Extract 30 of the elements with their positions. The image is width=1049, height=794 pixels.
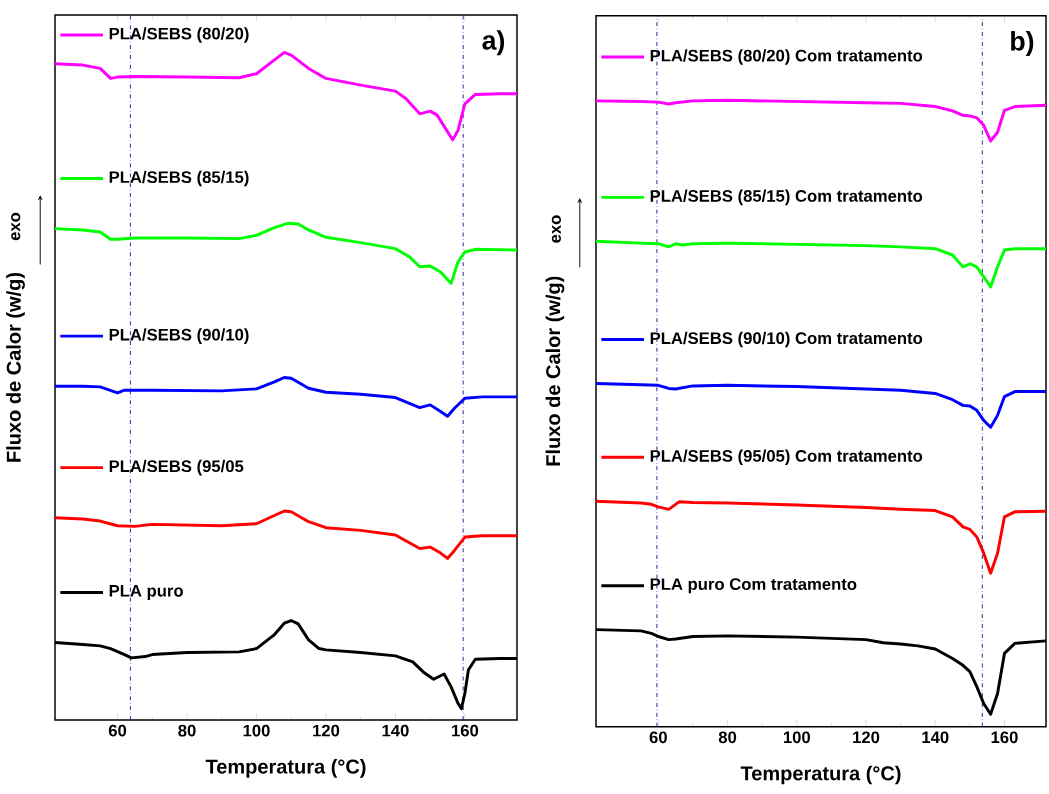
text: b) [1011,31,1034,56]
legend-label: PLA/SEBS (95/05) Com tratamento [650,449,923,466]
x-tick-label: 120 [853,731,880,744]
legend-label: PLA/SEBS (85/15) Com tratamento [650,189,923,206]
legend-label: PLA/SEBS (85/15) [109,170,249,187]
legend-label: PLA/SEBS (80/20) [109,27,249,43]
x-tick-label: 80 [178,724,196,737]
x-axis-title: Temperatura (°C) [205,759,366,778]
legend-label: PLA/SEBS (90/10) Com tratamento [650,331,923,348]
text: exo [11,212,21,241]
legend-label: PLA puro Com tratamento [650,578,857,594]
y-axis-title: Fluxo de Calor (w/g) [6,272,25,462]
legend-label: PLA puro [109,585,183,600]
x-tick-label: 160 [991,731,1018,744]
legend-label: PLA/SEBS (90/10) [109,328,249,344]
x-tick-label: 100 [243,724,270,737]
legend-label: PLA/SEBS (80/20) Com tratamento [650,49,923,65]
x-tick-label: 140 [382,724,409,737]
legend-label: PLA/SEBS (95/05 [109,459,244,476]
x-tick-label: 60 [649,731,667,744]
x-tick-label: 100 [783,731,810,744]
text: exo [551,215,561,243]
x-tick-label: 80 [718,731,737,744]
x-tick-label: 120 [313,724,340,737]
annotation: a) [482,30,505,56]
x-tick-label: 160 [452,724,479,737]
y-axis-title: Fluxo de Calor (w/g) [545,276,565,466]
x-tick-label: 60 [108,724,127,737]
x-axis-title: Temperatura (°C) [740,765,901,785]
x-tick-label: 140 [922,731,949,744]
